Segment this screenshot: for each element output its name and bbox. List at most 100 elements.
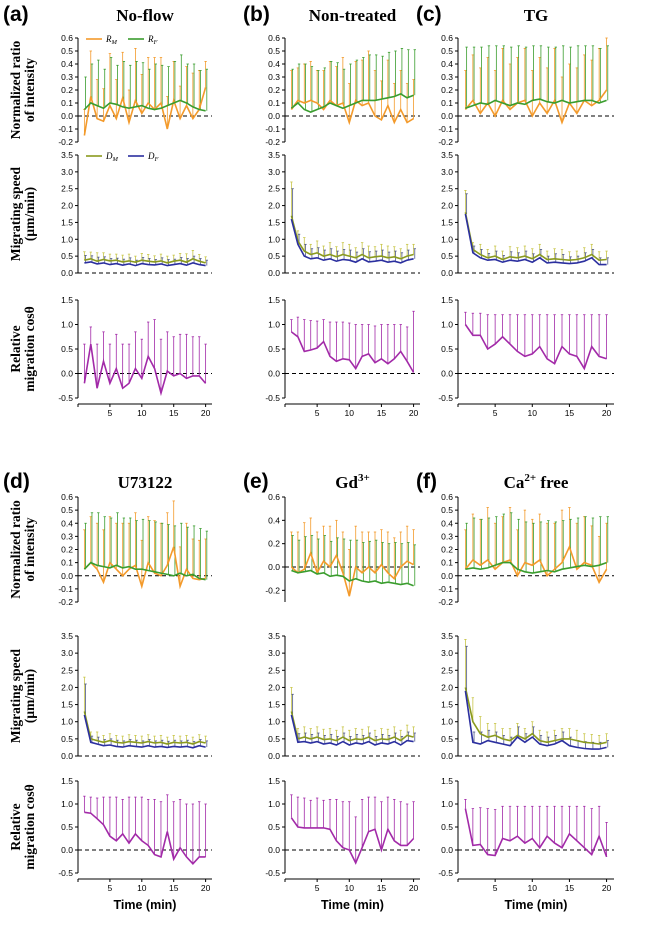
series-line-D_M <box>464 212 607 262</box>
x-tick-label: 5 <box>315 883 320 893</box>
legend-ratio: RM RF <box>86 34 159 46</box>
y-tick-label: 0.0 <box>268 751 280 761</box>
y-tick-label: 0.6 <box>61 33 73 43</box>
y-tick-label: 2.5 <box>268 184 280 194</box>
error-bars-D_M <box>290 687 415 741</box>
x-tick-label: 10 <box>528 883 538 893</box>
error-bars-R_M <box>464 37 608 123</box>
y-tick-label: -0.2 <box>265 137 280 147</box>
y-tick-label: 0.3 <box>441 531 453 541</box>
y-tick-label: 1.0 <box>61 799 73 809</box>
error-bars-D_F <box>291 188 416 263</box>
y-ticks: 0.0 0.5 1.0 1.5 2.0 2.5 3.0 3.5 <box>61 150 78 278</box>
row-ylabel-top-2: Relative migration cosθ <box>8 306 37 391</box>
panel-a: (a) No-flow -0.2 -0.1 0.0 0.1 0.2 0.3 0.4 0.5 0.6 R… <box>3 3 212 418</box>
y-tick-label: 0.5 <box>441 822 453 832</box>
y-tick-label: 3.5 <box>61 631 73 641</box>
y-tick-label: 2.0 <box>441 682 453 692</box>
x-tick-label: 15 <box>565 883 575 893</box>
series-line-D_F <box>83 714 206 749</box>
y-tick-label: 0.1 <box>441 98 453 108</box>
series-line-cos <box>290 817 415 865</box>
y-tick-label: 0.1 <box>61 98 73 108</box>
x-axis-label: Time (min) <box>114 898 177 912</box>
legend-label-f-main: R <box>147 34 154 44</box>
y-tick-label: 0.1 <box>441 558 453 568</box>
series-line-cos <box>83 343 207 397</box>
legend-label-m-sub: M <box>112 156 119 163</box>
ylabel-line1: Migrating speed <box>8 166 23 261</box>
series-line-R_F <box>291 569 414 587</box>
subplot-cos: -0.5 0.0 0.5 1.0 1.5 5 10 15 20 <box>438 295 614 418</box>
x-tick-label: 10 <box>137 408 147 418</box>
error-bars-R_F <box>465 45 609 109</box>
y-tick-label: 0.0 <box>61 571 73 581</box>
error-bars-R_M <box>83 48 207 136</box>
error-bars-D_M <box>83 676 207 744</box>
panel-letter: (d) <box>3 470 30 493</box>
subplot-cos: -0.5 0.0 0.5 1.0 1.5 5 10 15 20 <box>265 295 420 418</box>
series-line-R_F <box>290 93 414 113</box>
y-ticks: 0.0 0.5 1.0 1.5 2.0 2.5 3.0 3.5 <box>268 150 285 278</box>
panel-letter: (e) <box>243 470 269 493</box>
y-tick-label: -0.2 <box>265 585 280 595</box>
panel-title: No-flow <box>116 6 174 25</box>
y-tick-label: 0.4 <box>61 518 73 528</box>
y-tick-label: 0.0 <box>441 111 453 121</box>
x-axis-label: Time (min) <box>321 898 384 912</box>
panel-title-suffix: free <box>536 473 569 492</box>
error-bars-cos <box>464 311 608 369</box>
series-line-D_F <box>464 690 607 750</box>
y-tick-label: 0.0 <box>61 369 73 379</box>
y-tick-label: 0.5 <box>268 734 280 744</box>
subplot-speed: 0.0 0.5 1.0 1.5 2.0 2.5 3.0 3.5 <box>61 631 212 761</box>
y-tick-label: 3.5 <box>441 150 453 160</box>
x-tick-label: 5 <box>493 408 498 418</box>
y-ticks: 0.0 0.5 1.0 1.5 2.0 2.5 3.0 3.5 <box>441 150 458 278</box>
y-tick-label: 0.4 <box>268 59 280 69</box>
legend-label-f-sub: F <box>153 39 159 46</box>
y-tick-label: 3.5 <box>61 150 73 160</box>
error-bars-D_F <box>291 693 416 746</box>
y-ticks: -0.2 -0.1 0.0 0.1 0.2 0.3 0.4 0.5 0.6 <box>438 33 458 147</box>
y-ticks: -0.5 0.0 0.5 1.0 1.5 <box>58 776 78 878</box>
y-ticks: -0.2 0.0 0.2 0.4 0.6 <box>265 492 285 595</box>
y-tick-label: 0.0 <box>441 845 453 855</box>
y-ticks: -0.2 -0.1 0.0 0.1 0.2 0.3 0.4 0.5 0.6 <box>58 33 78 147</box>
x-tick-label: 15 <box>169 883 179 893</box>
panel-c: (c) TG -0.2 -0.1 0.0 0.1 0.2 0.3 0.4 0.5 0.6 0.0 0.5… <box>416 3 614 418</box>
panel-title: Non-treated <box>309 6 397 25</box>
series-line-D_M <box>464 687 607 745</box>
y-tick-label: 1.0 <box>441 717 453 727</box>
error-bars-R_M <box>83 500 207 587</box>
series-line-R_F <box>465 561 607 574</box>
series-line-D_M <box>290 711 414 742</box>
y-tick-label: -0.1 <box>58 124 73 134</box>
y-tick-label: 0.5 <box>441 46 453 56</box>
y-tick-label: 0.5 <box>61 734 73 744</box>
x-tick-label: 20 <box>201 883 211 893</box>
subplot-ratio: -0.2 -0.1 0.0 0.1 0.2 0.3 0.4 0.5 0.6 <box>438 33 614 147</box>
y-tick-label: 1.0 <box>268 234 280 244</box>
y-tick-label: 0.5 <box>61 822 73 832</box>
y-tick-label: 0.5 <box>441 505 453 515</box>
x-tick-label: 20 <box>602 408 612 418</box>
y-tick-label: 2.0 <box>441 201 453 211</box>
y-tick-label: 1.0 <box>441 234 453 244</box>
y-tick-label: 1.5 <box>441 700 453 710</box>
y-tick-label: 1.0 <box>268 320 280 330</box>
y-tick-label: 0.1 <box>61 558 73 568</box>
error-bars-cos <box>290 794 415 863</box>
row-ylabel-bottom-2: Relative migration cosθ <box>8 784 37 869</box>
panel-title-superscript: 3+ <box>358 472 370 484</box>
panel-e: (e) Gd3+ -0.2 0.0 0.2 0.4 0.6 0.0 0.5 1.0 1.5 2.0 2.… <box>243 470 420 912</box>
y-tick-label: 0.5 <box>441 344 453 354</box>
y-tick-label: 0.5 <box>268 822 280 832</box>
x-ticks: 5 10 15 20 <box>284 404 419 418</box>
subplot-ratio: -0.2 -0.1 0.0 0.1 0.2 0.3 0.4 0.5 0.6 <box>265 33 420 147</box>
y-tick-label: 0.6 <box>61 492 73 502</box>
y-tick-label: 1.0 <box>61 234 73 244</box>
subplot-speed: 0.0 0.5 1.0 1.5 2.0 2.5 3.0 3.5 <box>441 631 614 761</box>
series-line-D_M <box>83 711 206 745</box>
ylabel-line1: Migrating speed <box>8 648 23 743</box>
